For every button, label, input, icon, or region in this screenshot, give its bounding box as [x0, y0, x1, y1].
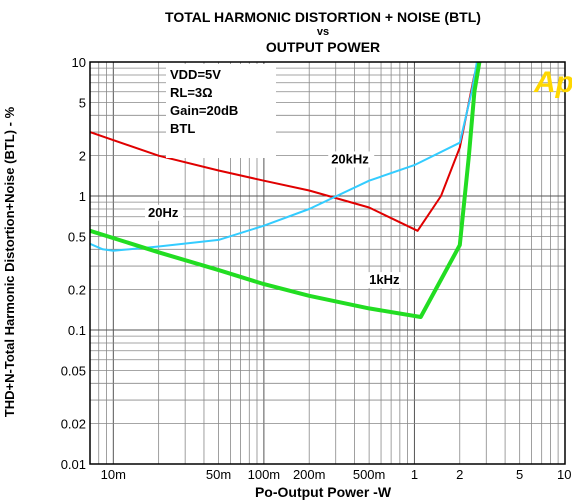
- series-label-background: [145, 204, 184, 221]
- series-label-background: [366, 272, 405, 289]
- condition-rl: RL=3Ω: [170, 85, 213, 100]
- x-tick-label: 100m: [248, 467, 281, 482]
- x-tick-label: 500m: [353, 467, 386, 482]
- series-label-20hz: 20Hz: [148, 205, 179, 220]
- series-label-background: [328, 151, 375, 168]
- x-tick-label: 200m: [293, 467, 326, 482]
- chart-title-line-2: vs: [317, 26, 329, 38]
- condition-mode: BTL: [170, 121, 195, 136]
- y-tick-label: 0.05: [61, 363, 86, 378]
- plot-area: [90, 62, 565, 464]
- y-tick-label: 0.5: [68, 229, 86, 244]
- x-tick-labels: 10m 50m 100m 200m 500m 1 2 5 10: [101, 467, 572, 482]
- chart-title-line-3: OUTPUT POWER: [266, 39, 380, 55]
- y-tick-label: 0.2: [68, 283, 86, 298]
- y-tick-label: 0.02: [61, 417, 86, 432]
- plot-frame: [89, 61, 566, 465]
- condition-gain: Gain=20dB: [170, 103, 238, 118]
- conditions-box: [166, 64, 276, 158]
- series-line-1khz: [90, 62, 482, 319]
- series-label-1khz: 1kHz: [369, 272, 400, 287]
- y-tick-label: 5: [79, 95, 86, 110]
- series-line-20hz: [90, 62, 478, 252]
- y-tick-label: 10: [72, 55, 86, 70]
- x-tick-label: 10m: [101, 467, 126, 482]
- y-tick-label: 0.01: [61, 457, 86, 472]
- y-tick-labels: 10 5 2 1 0.5 0.2 0.1 0.05 0.02 0.01: [61, 55, 86, 472]
- x-tick-label: 1: [411, 467, 418, 482]
- series-label-20khz: 20kHz: [331, 151, 369, 166]
- ap-logo: Ap: [533, 66, 572, 99]
- y-axis-title: THD+N-Total Harmonic Distortion+Noise (B…: [2, 106, 17, 417]
- series-labels: 20kHz 20Hz 1kHz: [145, 151, 405, 289]
- condition-vdd: VDD=5V: [170, 67, 221, 82]
- x-tick-label: 5: [516, 467, 523, 482]
- y-tick-label: 1: [79, 189, 86, 204]
- x-tick-label: 50m: [206, 467, 231, 482]
- chart-title-line-1: TOTAL HARMONIC DISTORTION + NOISE (BTL): [165, 9, 481, 25]
- y-tick-label: 2: [79, 149, 86, 164]
- y-tick-label: 0.1: [68, 323, 86, 338]
- conditions-legend: VDD=5V RL=3Ω Gain=20dB BTL: [166, 64, 276, 158]
- series-lines: [90, 62, 482, 319]
- x-tick-label: 2: [456, 467, 463, 482]
- x-axis-title: Po-Output Power -W: [255, 484, 392, 500]
- x-tick-label: 10: [557, 467, 571, 482]
